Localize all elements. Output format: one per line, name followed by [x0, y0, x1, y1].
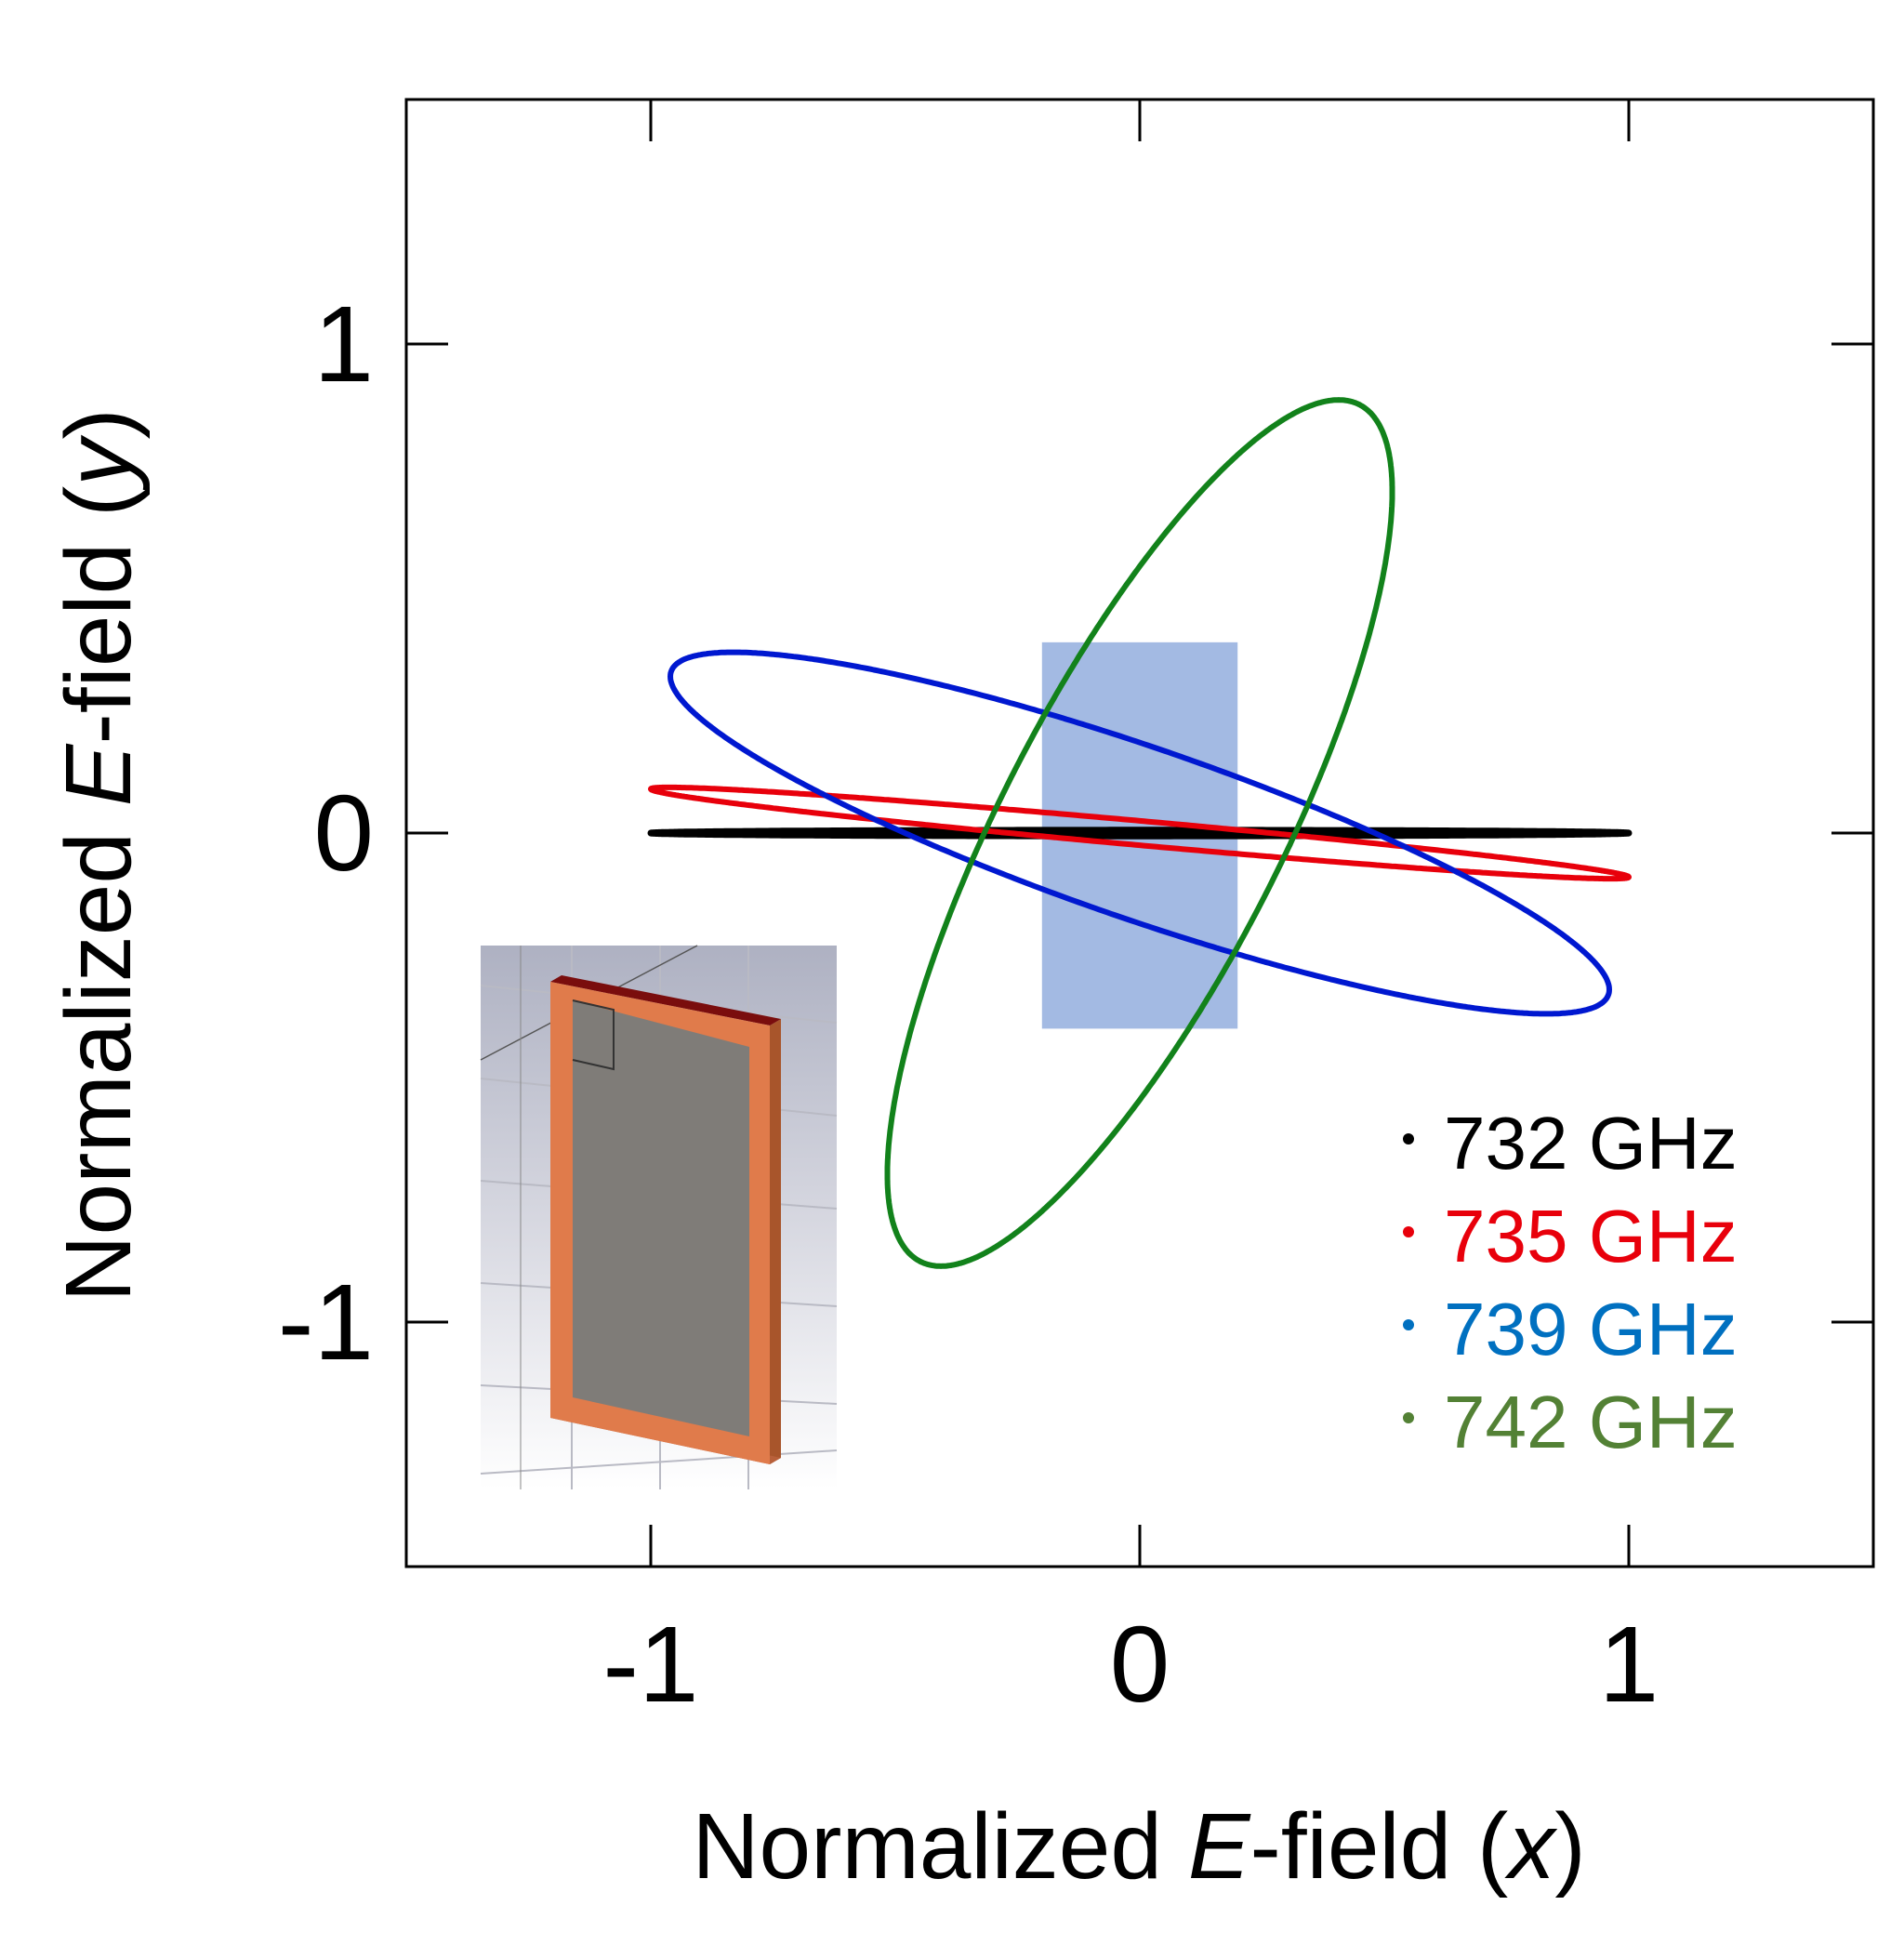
- ticks-layer: [406, 99, 1873, 1567]
- legend: 732 GHz 735 GHz 739 GHz 742 GHz: [1403, 1102, 1738, 1463]
- series-line-742-ghz: [884, 397, 1395, 1269]
- legend-label-735: 735 GHz: [1444, 1195, 1738, 1277]
- series-layer: [647, 397, 1633, 1269]
- legend-marker-742: [1403, 1412, 1414, 1423]
- y-tick-label: 1: [313, 284, 374, 404]
- legend-label-732: 732 GHz: [1444, 1102, 1738, 1184]
- y-axis-label: Normalized E-field (y): [46, 408, 151, 1302]
- series-line-732-ghz: [647, 827, 1633, 840]
- inset-3d-model: [480, 945, 838, 1489]
- legend-label-742: 742 GHz: [1444, 1381, 1738, 1463]
- legend-label-739: 739 GHz: [1444, 1288, 1738, 1370]
- legend-marker-735: [1403, 1226, 1414, 1237]
- x-tick-label: -1: [602, 1604, 698, 1725]
- y-tick-label: 0: [313, 773, 374, 893]
- series-line-739-ghz: [668, 649, 1612, 1017]
- legend-marker-739: [1403, 1319, 1414, 1330]
- legend-marker-732: [1403, 1133, 1414, 1145]
- series-line-735-ghz: [648, 784, 1632, 882]
- x-tick-label: 1: [1599, 1604, 1659, 1725]
- y-tick-label: -1: [278, 1262, 374, 1383]
- x-axis-label: Normalized E-field (x): [692, 1794, 1585, 1899]
- x-tick-label: 0: [1110, 1604, 1170, 1725]
